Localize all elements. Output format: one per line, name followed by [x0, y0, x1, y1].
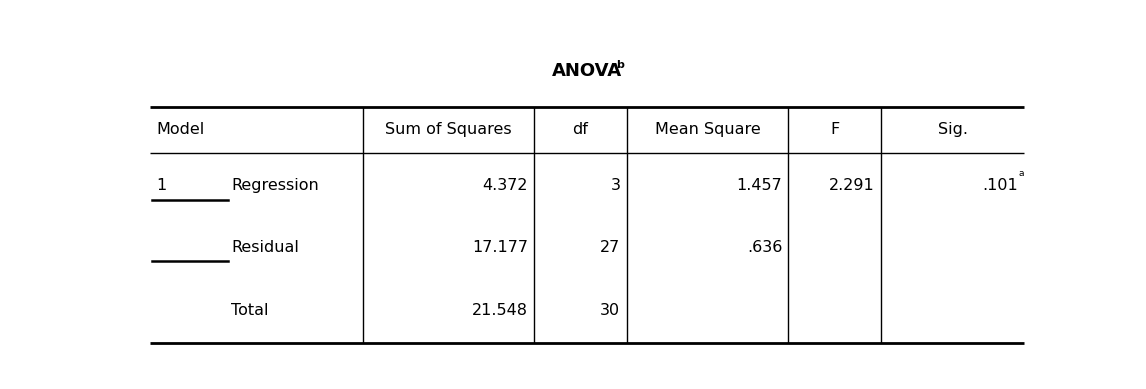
- Text: 3: 3: [611, 178, 620, 193]
- Text: .101: .101: [982, 178, 1018, 193]
- Text: Sum of Squares: Sum of Squares: [385, 122, 512, 137]
- Text: Residual: Residual: [231, 240, 299, 256]
- Text: 27: 27: [601, 240, 620, 256]
- Text: 21.548: 21.548: [472, 303, 528, 318]
- Text: 17.177: 17.177: [472, 240, 528, 256]
- Text: Model: Model: [157, 122, 205, 137]
- Text: 1: 1: [157, 178, 167, 193]
- Text: 4.372: 4.372: [482, 178, 528, 193]
- Text: 2.291: 2.291: [829, 178, 874, 193]
- Text: df: df: [573, 122, 588, 137]
- Text: b: b: [615, 60, 623, 70]
- Text: F: F: [830, 122, 839, 137]
- Text: Total: Total: [231, 303, 268, 318]
- Text: ANOVA: ANOVA: [552, 62, 622, 80]
- Text: a: a: [1019, 169, 1025, 179]
- Text: 30: 30: [601, 303, 620, 318]
- Text: Mean Square: Mean Square: [654, 122, 761, 137]
- Text: Sig.: Sig.: [937, 122, 967, 137]
- Text: .636: .636: [747, 240, 783, 256]
- Text: 1.457: 1.457: [737, 178, 783, 193]
- Text: Regression: Regression: [231, 178, 319, 193]
